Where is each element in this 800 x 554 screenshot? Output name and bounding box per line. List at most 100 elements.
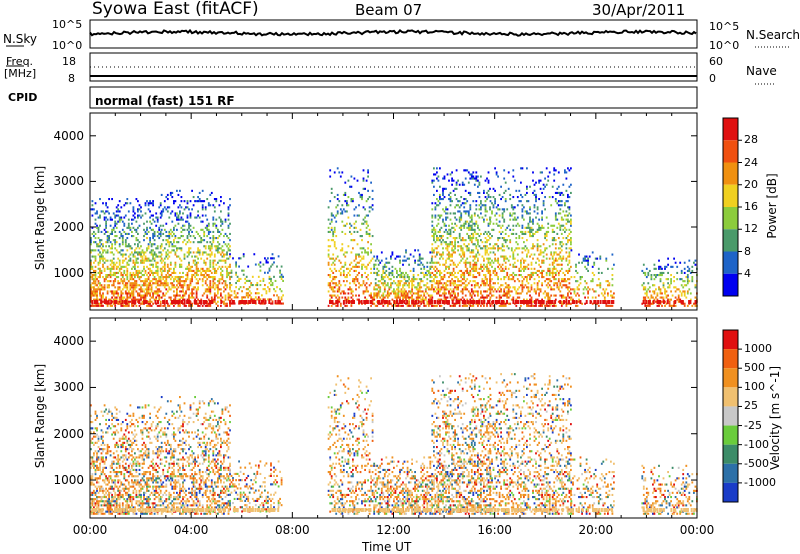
heatmap-cell (461, 253, 464, 256)
heatmap-cell (550, 280, 553, 283)
heatmap-cell (166, 257, 169, 260)
heatmap-cell (180, 216, 183, 219)
heatmap-cell (483, 191, 485, 194)
heatmap-cell (594, 290, 597, 293)
heatmap-cell (365, 230, 368, 233)
heatmap-cell (353, 226, 356, 229)
heatmap-cell (158, 288, 161, 291)
heatmap-cell (346, 298, 348, 301)
heatmap-cell (529, 294, 531, 297)
heatmap-cell (93, 290, 95, 293)
heatmap-cell (458, 261, 461, 264)
heatmap-cell (239, 286, 242, 289)
heatmap-cell (442, 292, 444, 295)
heatmap-cell (539, 171, 542, 174)
heatmap-cell (121, 220, 124, 223)
heatmap-cell (403, 290, 406, 293)
heatmap-cell (259, 261, 262, 264)
heatmap-cell (380, 274, 383, 277)
heatmap-cell (564, 278, 566, 281)
heatmap-cell (353, 208, 356, 211)
heatmap-cell (204, 288, 207, 291)
heatmap-cell (141, 300, 144, 303)
heatmap-cell (336, 304, 339, 307)
heatmap-cell (467, 282, 470, 285)
heatmap-cell (554, 214, 557, 217)
heatmap-cell (553, 259, 556, 262)
heatmap-cell (565, 286, 568, 289)
heatmap-cell (470, 249, 473, 252)
heatmap-cell (213, 288, 216, 291)
heatmap-cell (487, 235, 490, 238)
heatmap-cell (141, 251, 144, 254)
heatmap-cell (137, 232, 139, 235)
heatmap-cell (466, 271, 469, 274)
heatmap-cell (542, 251, 545, 254)
heatmap-cell (99, 290, 101, 293)
heatmap-cell (341, 296, 344, 299)
heatmap-cell (124, 253, 127, 256)
heatmap-cell (102, 296, 104, 299)
heatmap-cell (470, 304, 473, 307)
heatmap-cell (394, 292, 397, 295)
heatmap-cell (498, 267, 501, 270)
heatmap-cell (209, 249, 212, 252)
heatmap-cell (480, 206, 482, 209)
heatmap-cell (140, 290, 142, 293)
heatmap-cell (207, 224, 210, 227)
heatmap-cell (195, 269, 198, 272)
heatmap-cell (245, 275, 248, 278)
heatmap-cell (106, 259, 109, 262)
heatmap-cell (523, 261, 525, 264)
heatmap-cell (424, 296, 427, 299)
heatmap-cell (344, 255, 347, 258)
heatmap-cell (486, 290, 488, 293)
heatmap-cell (144, 257, 147, 260)
heatmap-cell (386, 284, 389, 287)
heatmap-cell (117, 257, 120, 260)
heatmap-cell (102, 276, 104, 279)
heatmap-cell (347, 288, 350, 291)
heatmap-cell (434, 208, 437, 211)
heatmap-cell (385, 269, 388, 272)
heatmap-cell (512, 208, 515, 211)
heatmap-cell (169, 288, 172, 291)
heatmap-cell (667, 271, 669, 274)
heatmap-cell (150, 253, 153, 256)
heatmap-cell (545, 292, 548, 295)
heatmap-cell (641, 302, 644, 305)
heatmap-cell (349, 274, 351, 277)
heatmap-cell (440, 288, 443, 291)
heatmap-cell (109, 247, 112, 250)
heatmap-cell (96, 304, 98, 307)
heatmap-cell (144, 232, 147, 235)
heatmap-cell (134, 298, 136, 301)
heatmap-cell (491, 286, 493, 289)
heatmap-cell (135, 284, 138, 287)
heatmap-cell (180, 296, 183, 299)
heatmap-cell (370, 267, 372, 270)
heatmap-cell (105, 220, 107, 223)
heatmap-cell (472, 232, 475, 235)
heatmap-cell (179, 263, 181, 266)
heatmap-cell (473, 290, 476, 293)
heatmap-cell (560, 218, 563, 221)
heatmap-cell (155, 247, 158, 250)
heatmap-cell (463, 206, 466, 209)
heatmap-cell (553, 271, 556, 274)
heatmap-cell (475, 247, 478, 250)
heatmap-cell (539, 271, 542, 274)
heatmap-cell (483, 189, 485, 192)
heatmap-cell (203, 230, 206, 233)
heatmap-cell (463, 261, 466, 264)
heatmap-cell (220, 253, 222, 256)
heatmap-cell (227, 208, 230, 211)
heatmap-cell (114, 263, 117, 266)
heatmap-cell (227, 247, 230, 250)
heatmap-cell (376, 292, 379, 295)
heatmap-cell (268, 282, 271, 285)
heatmap-cell (385, 257, 388, 260)
heatmap-cell (207, 298, 210, 301)
heatmap-cell (523, 265, 525, 268)
heatmap-cell (512, 251, 515, 254)
